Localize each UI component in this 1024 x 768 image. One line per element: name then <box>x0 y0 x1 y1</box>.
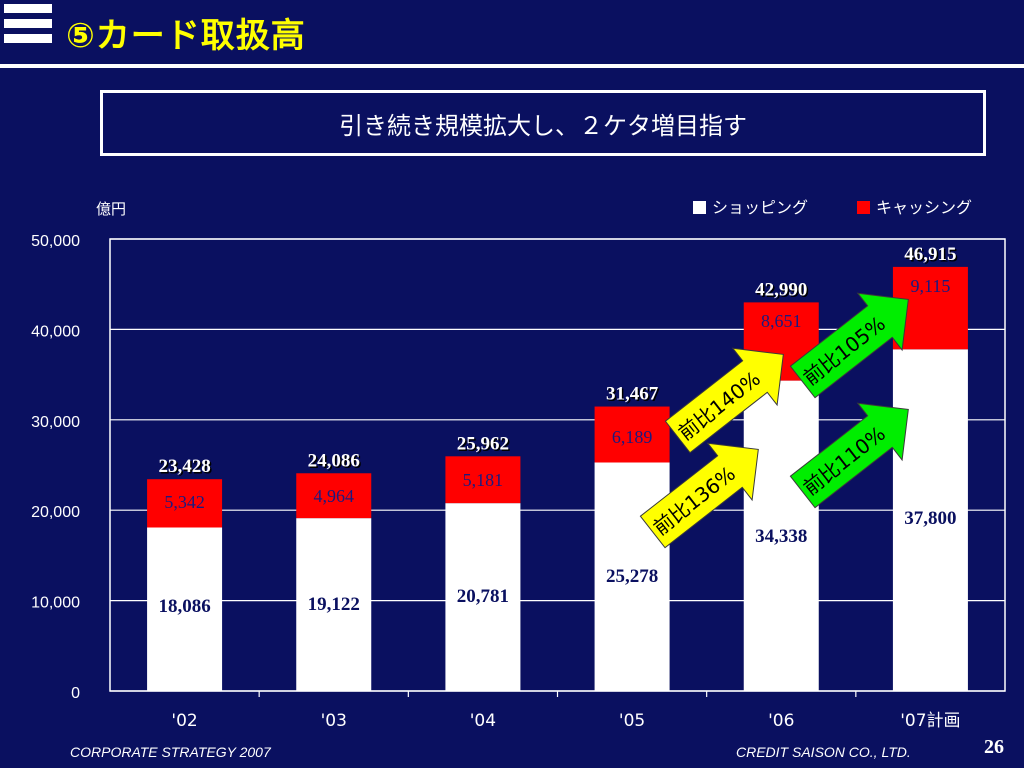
data-label-total-shadow: 31,467 <box>607 385 660 406</box>
y-tick-label: 40,000 <box>31 323 80 340</box>
bar-shopping <box>147 527 223 691</box>
bar-cashing <box>147 479 223 528</box>
data-label-cashing: 8,651 <box>761 311 802 331</box>
data-label-shopping: 19,122 <box>308 594 360 615</box>
x-tick-label: '02 <box>171 711 197 731</box>
y-tick-label: 0 <box>71 685 80 702</box>
bar-shopping <box>445 503 521 691</box>
data-label-total-shadow: 24,086 <box>309 452 361 473</box>
data-label-total: 23,428 <box>158 456 210 477</box>
growth-arrow-shape <box>789 292 909 399</box>
y-tick-label: 50,000 <box>31 233 80 250</box>
bar-cashing <box>594 406 670 463</box>
data-label-total-shadow: 23,428 <box>160 458 212 479</box>
data-label-cashing: 4,964 <box>314 486 355 506</box>
data-label-shopping: 18,086 <box>158 596 210 617</box>
data-label-cashing: 9,115 <box>910 276 950 296</box>
data-label-shopping: 20,781 <box>457 586 509 607</box>
subtitle-box: 引き続き規模拡大し、２ケタ増目指す <box>100 90 986 156</box>
data-label-total: 31,467 <box>606 384 659 405</box>
data-label-total-shadow: 25,962 <box>458 435 510 456</box>
data-label-shopping: 25,278 <box>606 566 658 587</box>
legend-swatch-shopping <box>693 201 706 214</box>
page-number: 26 <box>984 736 1004 758</box>
footer-company-name: CREDIT SAISON CO., LTD. <box>736 744 911 760</box>
data-label-total: 25,962 <box>457 433 509 454</box>
growth-arrow-shape <box>789 402 909 509</box>
x-tick-label: '06 <box>768 711 794 731</box>
bar-shopping <box>892 349 968 691</box>
data-label-cashing: 5,342 <box>164 492 205 512</box>
growth-arrow-shape <box>639 442 759 549</box>
y-tick-label: 30,000 <box>31 414 80 431</box>
x-tick-label: '03 <box>321 711 347 731</box>
x-tick-label: '05 <box>619 711 645 731</box>
slide-title: ⑤カード取扱高 <box>66 16 306 56</box>
data-label-total: 24,086 <box>308 450 360 471</box>
data-label-total-shadow: 46,915 <box>906 245 958 266</box>
bar-cashing <box>296 473 372 519</box>
footer-corporate-strategy: CORPORATE STRATEGY 2007 <box>70 744 271 760</box>
bar-shopping <box>743 380 819 691</box>
y-tick-label: 10,000 <box>31 595 80 612</box>
bar-shopping <box>594 462 670 691</box>
data-label-total: 42,990 <box>755 279 807 300</box>
x-tick-label: '07計画 <box>900 711 960 731</box>
data-label-total-shadow: 42,990 <box>757 281 809 302</box>
growth-arrow-shape <box>664 347 784 454</box>
legend-swatch-cashing <box>857 201 870 214</box>
y-tick-label: 20,000 <box>31 504 80 521</box>
y-axis-label: 億円 <box>96 200 126 218</box>
data-label-total: 46,915 <box>904 244 956 265</box>
bar-cashing <box>445 456 521 504</box>
x-tick-label: '04 <box>470 711 496 731</box>
data-label-cashing: 6,189 <box>612 427 653 447</box>
bar-shopping <box>296 518 372 691</box>
data-label-shopping: 34,338 <box>755 526 807 547</box>
legend-label-shopping: ショッピング <box>712 198 808 217</box>
legend-label-cashing: キャッシング <box>876 198 972 217</box>
title-divider <box>0 64 1024 68</box>
data-label-cashing: 5,181 <box>463 470 504 490</box>
subtitle-text: 引き続き規模拡大し、２ケタ増目指す <box>339 111 747 140</box>
data-label-shopping: 37,800 <box>904 508 956 529</box>
slide-menu-icon <box>4 4 52 60</box>
